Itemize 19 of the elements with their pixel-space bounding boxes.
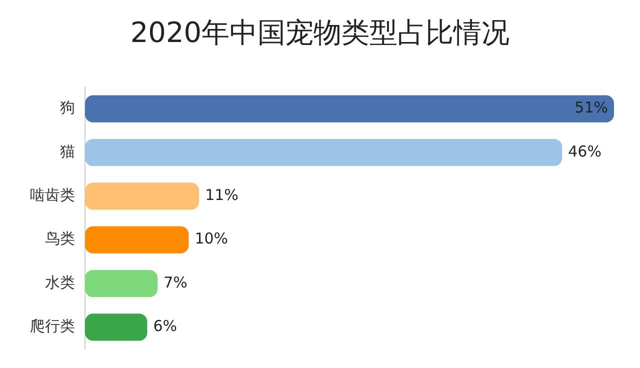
- y-tick-label: 鸟类: [45, 230, 75, 248]
- bar: [85, 182, 200, 210]
- bar: [85, 314, 148, 341]
- y-tick-label: 爬行类: [30, 317, 75, 336]
- data-label: 6%: [153, 317, 178, 336]
- y-tick-label: 水类: [45, 273, 75, 292]
- y-tick-label: 狗: [60, 98, 75, 117]
- y-tick-label: 啮齿类: [30, 186, 75, 204]
- bar: [85, 95, 614, 122]
- data-label: 11%: [205, 186, 238, 204]
- chart-title: 2020年中国宠物类型占比情况: [129, 15, 511, 51]
- data-label: 7%: [164, 273, 188, 292]
- y-tick-label: 猫: [60, 142, 75, 160]
- data-label: 46%: [568, 142, 602, 160]
- bar: [85, 270, 158, 298]
- bar: [85, 138, 562, 166]
- data-label: 10%: [194, 230, 228, 248]
- data-label: 51%: [574, 98, 608, 117]
- bar: [85, 226, 189, 254]
